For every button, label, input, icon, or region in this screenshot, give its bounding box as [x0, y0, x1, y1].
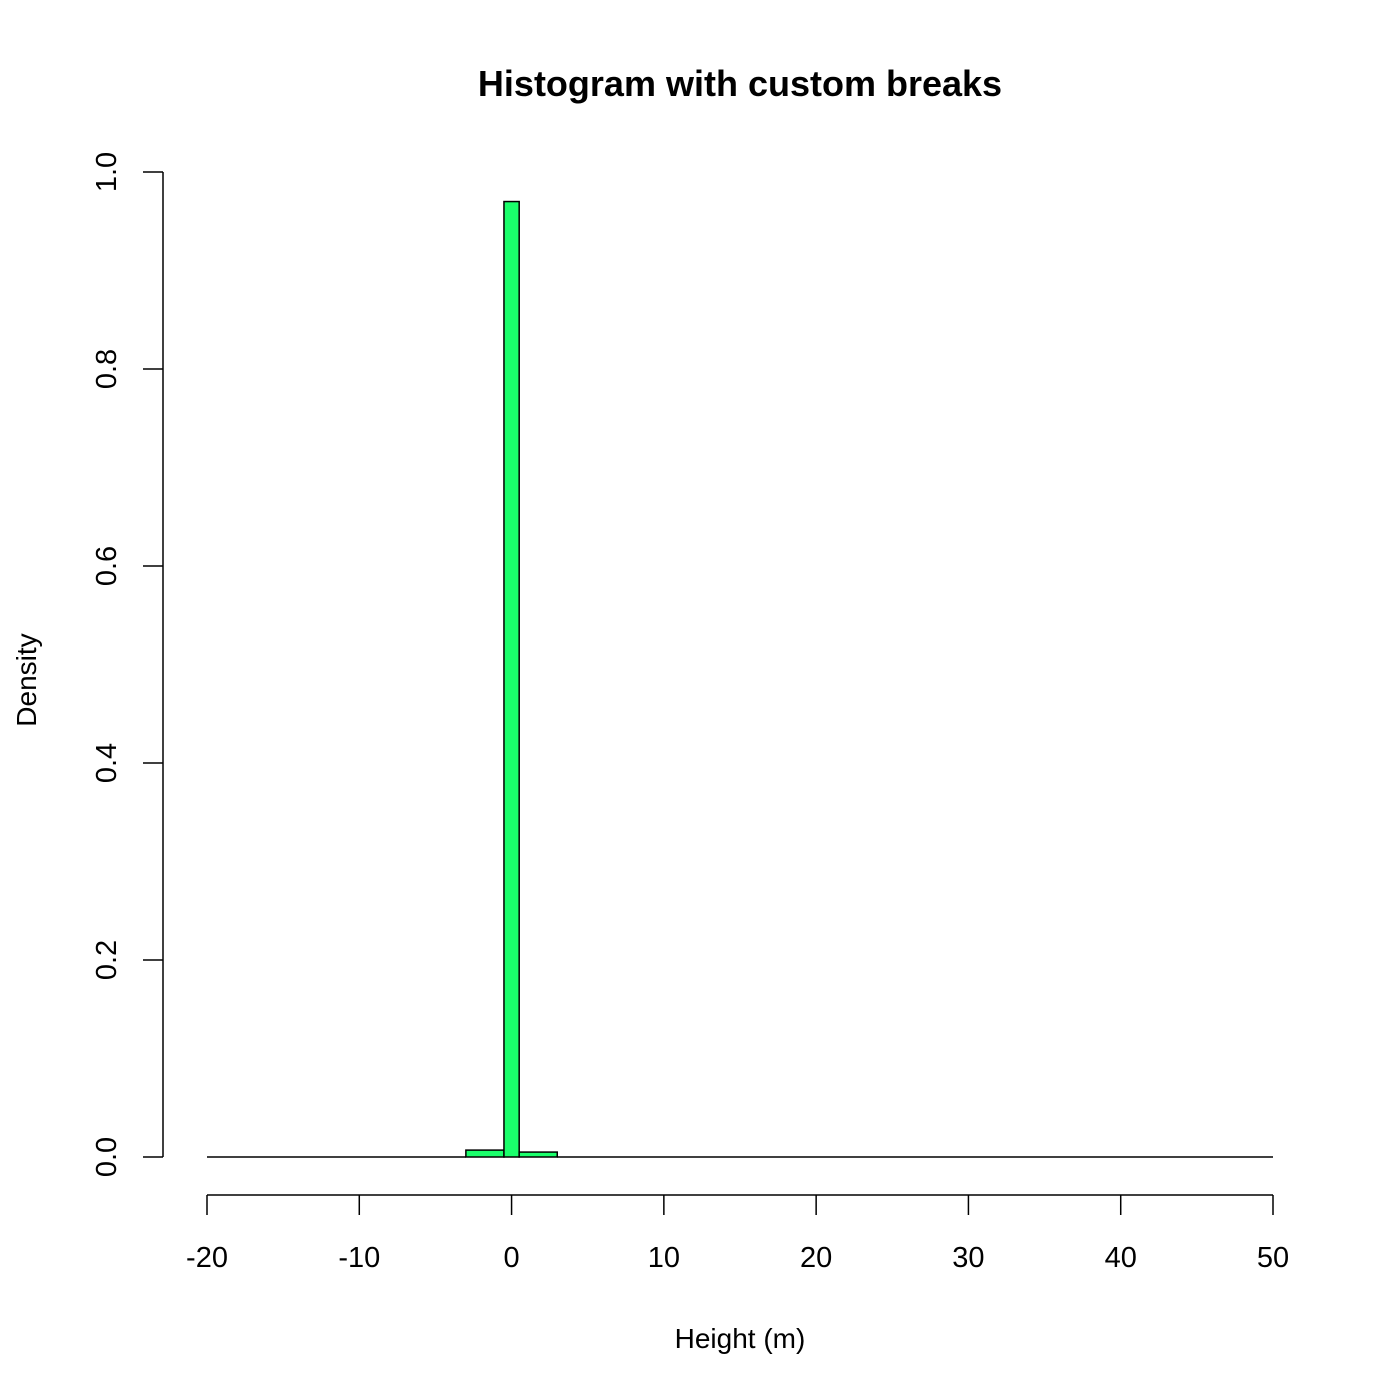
x-tick-label: -20 [186, 1242, 228, 1274]
x-tick-label: 50 [1257, 1242, 1289, 1274]
x-tick-label: 0 [504, 1242, 520, 1274]
y-tick-label: 1.0 [91, 152, 123, 192]
x-axis-label: Height (m) [675, 1323, 806, 1354]
x-tick-label: 40 [1105, 1242, 1137, 1274]
x-axis: -20 -10 0 10 20 30 40 50 [186, 1194, 1289, 1274]
y-tick-label: 0.0 [91, 1137, 123, 1177]
histogram-bar [518, 1151, 559, 1158]
y-tick-label: 0.2 [91, 940, 123, 980]
y-axis: 0.0 0.2 0.4 0.6 0.8 1.0 [91, 152, 164, 1177]
x-tick-label: 10 [648, 1242, 680, 1274]
histogram-bar [465, 1149, 505, 1158]
bars-group [207, 200, 1273, 1158]
x-tick-label: -10 [338, 1242, 380, 1274]
chart-title: Histogram with custom breaks [478, 63, 1002, 104]
x-tick-label: 20 [800, 1242, 832, 1274]
histogram-bar [503, 200, 520, 1158]
x-tick-label: 30 [952, 1242, 984, 1274]
y-tick-label: 0.8 [91, 349, 123, 389]
y-axis-label: Density [11, 633, 42, 726]
y-tick-label: 0.6 [91, 546, 123, 586]
y-tick-label: 0.4 [91, 743, 123, 783]
